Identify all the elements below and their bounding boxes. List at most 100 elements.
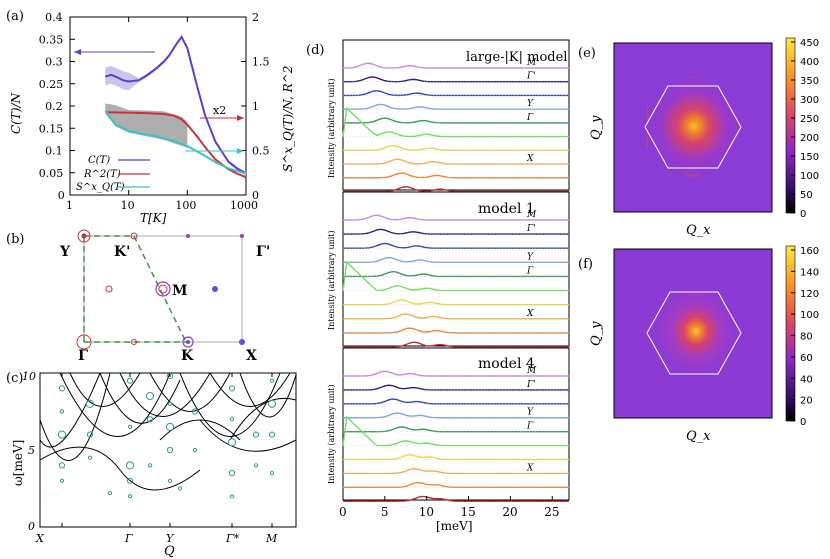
d-spectrum-0-3 xyxy=(343,103,569,110)
a-xtick-label: 10 xyxy=(121,199,135,212)
d-curve-label: Γ xyxy=(526,113,534,123)
bz-label-kprime: K' xyxy=(114,244,130,260)
panel-label-e: (e) xyxy=(578,46,596,61)
bz-label-x: X xyxy=(246,348,257,364)
d-spectrum-1-1 xyxy=(343,228,569,235)
c-dispersion-curve-3 xyxy=(59,372,171,437)
a-ytick-left-label: 0.1 xyxy=(45,145,63,158)
colorbar-f-ticks: 0 20 40 60 80 100 120 140 160 xyxy=(791,246,819,428)
d-spectrum-1-9 xyxy=(343,341,569,348)
colorbar-tick-label: 40 xyxy=(800,374,813,385)
heatmap-f-ylabel: Q_y xyxy=(589,321,604,346)
panel-c-frame xyxy=(39,372,297,528)
a-ytick-left-label: 0.05 xyxy=(39,167,64,180)
d-spectrum-0-2 xyxy=(342,89,569,97)
a-ytick-left-label: 0.25 xyxy=(39,78,64,91)
heatmap-e-frame xyxy=(613,42,773,213)
colorbar-tick-label: 100 xyxy=(800,171,819,182)
bz-point-y xyxy=(77,229,91,243)
d-spectrum-1-4 xyxy=(343,271,569,278)
d-spectrum-2-0 xyxy=(343,370,569,377)
c-intensity-point xyxy=(59,478,65,483)
d-spectrum-2-4 xyxy=(343,426,569,433)
legend-label-s: S^x_Q(T) xyxy=(76,182,125,193)
d-spectrum-1-3 xyxy=(343,256,569,264)
a-ytick-left-label: 0.35 xyxy=(39,33,64,46)
c-dispersion-curve-5 xyxy=(39,446,201,491)
heatmap-e-ylabel: Q_y xyxy=(589,115,604,140)
panel-a-ticks: 1 10 100 100000.050.10.150.20.250.30.350.40… xyxy=(39,11,270,212)
c-dispersion-curve-4 xyxy=(99,372,181,424)
colorbar-tick-label: 0 xyxy=(800,209,806,220)
colorbar-tick-label: 150 xyxy=(800,152,819,163)
d-spectrum-2-8 xyxy=(343,481,569,489)
c-intensity-point xyxy=(229,494,235,499)
a-xtick-label: 1 xyxy=(66,199,73,212)
c-intensity-point xyxy=(228,385,236,392)
c-intensity-point xyxy=(125,461,135,470)
bz-label-y: Y xyxy=(59,244,71,260)
c-intensity-point xyxy=(167,401,173,406)
panel-c-ytick-10: 10 xyxy=(22,370,36,383)
a-series-line-0 xyxy=(105,35,247,175)
colorbar-tick-label: 60 xyxy=(800,353,813,364)
panel-d-subtitle-2: model 1 xyxy=(478,201,535,217)
bz-label-gammaprime: Γ' xyxy=(256,244,270,260)
c-intensity-point xyxy=(177,486,183,491)
d-spectrum-1-6 xyxy=(343,299,569,306)
colorbar-tick-label: 120 xyxy=(800,289,819,300)
d-spectrum-1-0 xyxy=(342,214,569,221)
panel-label-d: (d) xyxy=(306,43,324,58)
d-xtick-label: 15 xyxy=(461,505,476,519)
a-xtick-label: 1000 xyxy=(230,199,258,212)
panel-c-intensity-points xyxy=(57,372,277,499)
colorbar-tick-label: 250 xyxy=(800,114,819,125)
c-intensity-point xyxy=(126,377,134,384)
bz-rectangle xyxy=(83,235,243,343)
a-ytick-right-label: 2 xyxy=(252,11,259,24)
c-dispersion-curve-7 xyxy=(149,372,231,412)
panel-c-dispersion: 0 5 10 X Γ Y Γ* M Q ω[meV] xyxy=(11,370,297,559)
d-spectrum-0-5 xyxy=(342,106,569,138)
bz-point-mid-left xyxy=(105,285,113,293)
c-intensity-point xyxy=(166,446,174,454)
colorbar-tick-label: 400 xyxy=(800,57,819,68)
bz-point-bottom-2 xyxy=(131,339,137,345)
d-spectrum-1-5 xyxy=(342,260,569,292)
d-curve-label: Γ' xyxy=(526,380,536,390)
c-dispersion-curve-2 xyxy=(69,372,141,407)
c-intensity-point xyxy=(57,430,67,439)
bz-point-k-inner xyxy=(186,340,190,344)
panel-c-dispersion-curves xyxy=(39,372,297,527)
panel-b-brillouin-zone: Y K' Γ' M Γ K X xyxy=(59,229,270,364)
bz-point-kprime xyxy=(130,232,138,240)
d-spectrum-2-2 xyxy=(343,398,569,405)
c-intensity-point xyxy=(269,471,275,476)
c-intensity-point xyxy=(165,422,175,431)
c-intensity-point xyxy=(253,463,259,468)
bz-point-m-inner xyxy=(158,284,168,294)
c-intensity-point xyxy=(228,470,236,477)
c-intensity-point xyxy=(147,463,153,468)
panel-c-ytick-0: 0 xyxy=(28,520,35,533)
a-series-line-2 xyxy=(104,109,247,175)
panel-c-ytick-5: 5 xyxy=(28,444,35,457)
d-spectrum-0-8 xyxy=(343,172,569,179)
heatmap-f-hexagon xyxy=(646,291,742,375)
d-spectrum-2-6 xyxy=(343,454,569,461)
d-curve-label: Γ xyxy=(526,422,534,432)
panel-a-xlabel: T[K] xyxy=(140,211,167,225)
c-intensity-point xyxy=(191,408,199,415)
annotation-x2: x2 xyxy=(213,104,226,117)
colorbar-f xyxy=(785,245,796,422)
c-dispersion-curve-11 xyxy=(229,397,297,441)
d-spectrum-2-7 xyxy=(343,467,569,475)
c-dispersion-curve-8 xyxy=(179,372,281,437)
c-intensity-point xyxy=(267,399,277,408)
bz-label-m: M xyxy=(172,283,188,299)
c-intensity-point xyxy=(145,392,155,401)
panel-label-b: (b) xyxy=(6,232,24,247)
d-spectrum-0-9 xyxy=(343,186,569,193)
c-intensity-point xyxy=(58,385,66,392)
a-ytick-left-label: 0 xyxy=(58,189,65,202)
